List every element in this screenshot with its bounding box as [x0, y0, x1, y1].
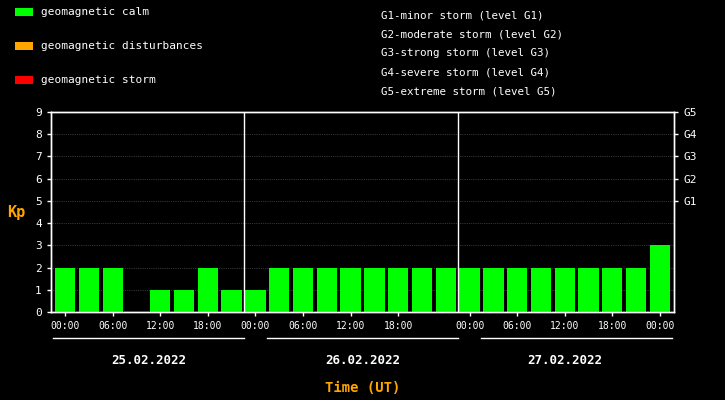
Text: G4-severe storm (level G4): G4-severe storm (level G4): [381, 68, 550, 78]
Text: geomagnetic disturbances: geomagnetic disturbances: [41, 41, 203, 51]
Bar: [364, 268, 384, 312]
Text: G3-strong storm (level G3): G3-strong storm (level G3): [381, 48, 550, 58]
Bar: [55, 268, 75, 312]
Bar: [174, 290, 194, 312]
Bar: [436, 268, 456, 312]
Bar: [341, 268, 361, 312]
Text: geomagnetic storm: geomagnetic storm: [41, 75, 156, 85]
Bar: [79, 268, 99, 312]
Text: G5-extreme storm (level G5): G5-extreme storm (level G5): [381, 87, 556, 97]
Bar: [555, 268, 575, 312]
Bar: [293, 268, 313, 312]
Bar: [150, 290, 170, 312]
Bar: [531, 268, 551, 312]
Bar: [602, 268, 623, 312]
Bar: [507, 268, 527, 312]
Bar: [198, 268, 218, 312]
Text: geomagnetic calm: geomagnetic calm: [41, 7, 149, 17]
Bar: [484, 268, 503, 312]
Text: G1-minor storm (level G1): G1-minor storm (level G1): [381, 10, 543, 20]
Bar: [650, 245, 670, 312]
Bar: [222, 290, 241, 312]
Bar: [626, 268, 646, 312]
Text: 26.02.2022: 26.02.2022: [325, 354, 400, 366]
Text: G2-moderate storm (level G2): G2-moderate storm (level G2): [381, 29, 563, 39]
Text: 25.02.2022: 25.02.2022: [111, 354, 186, 366]
Bar: [102, 268, 123, 312]
Bar: [579, 268, 599, 312]
Bar: [317, 268, 337, 312]
Bar: [460, 268, 480, 312]
Text: Kp: Kp: [7, 204, 25, 220]
Bar: [388, 268, 408, 312]
Text: 27.02.2022: 27.02.2022: [527, 354, 602, 366]
Text: Time (UT): Time (UT): [325, 381, 400, 395]
Bar: [269, 268, 289, 312]
Bar: [245, 290, 265, 312]
Bar: [412, 268, 432, 312]
